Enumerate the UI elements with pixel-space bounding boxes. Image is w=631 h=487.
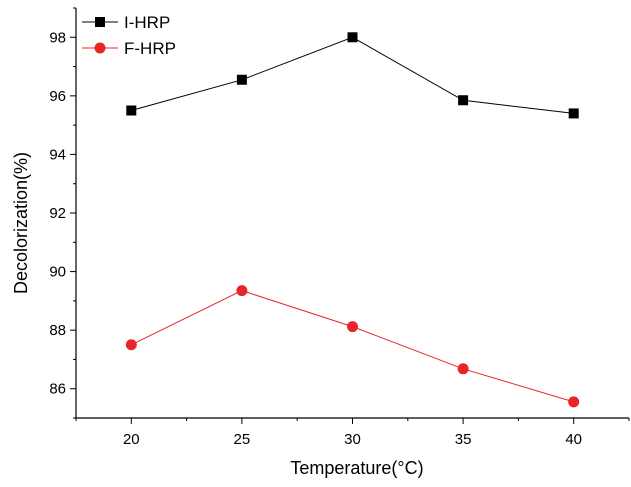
series-layer — [125, 32, 580, 408]
data-point — [236, 74, 247, 85]
data-point — [236, 285, 248, 297]
axes: 86 88 90 92 94 96 98 20 25 30 35 40 — [49, 7, 630, 448]
x-tick-label: 20 — [123, 431, 140, 448]
y-tick-label: 86 — [49, 381, 66, 398]
x-tick-label: 35 — [455, 431, 472, 448]
x-tick-label: 30 — [344, 431, 361, 448]
legend-item: I-HRP — [82, 13, 170, 32]
data-point — [347, 32, 358, 43]
series-line — [131, 290, 574, 403]
legend: I-HRP F-HRP — [82, 13, 176, 58]
data-point — [126, 105, 137, 116]
legend-item: F-HRP — [82, 39, 176, 58]
y-tick-label: 98 — [49, 29, 66, 46]
data-point — [457, 363, 469, 375]
y-tick-label: 96 — [49, 88, 66, 105]
data-point — [347, 321, 358, 333]
legend-marker — [95, 17, 105, 27]
y-tick-label: 88 — [49, 322, 66, 339]
legend-label: F-HRP — [124, 39, 176, 58]
y-tick-label: 94 — [49, 146, 66, 163]
x-axis-title: Temperature(°C) — [290, 458, 423, 478]
legend-marker — [94, 42, 106, 54]
y-tick-label: 92 — [49, 205, 66, 222]
legend-label: I-HRP — [124, 13, 170, 32]
series-line — [131, 36, 574, 114]
y-tick-label: 90 — [49, 264, 66, 281]
data-point — [568, 108, 579, 119]
series-i-hrp — [126, 32, 579, 119]
series-f-hrp — [125, 285, 580, 408]
y-axis-title: Decolorization(%) — [11, 152, 31, 294]
data-point — [125, 339, 137, 351]
data-point — [568, 396, 580, 408]
x-tick-label: 25 — [234, 431, 251, 448]
data-point — [458, 95, 469, 106]
x-tick-label: 40 — [565, 431, 582, 448]
